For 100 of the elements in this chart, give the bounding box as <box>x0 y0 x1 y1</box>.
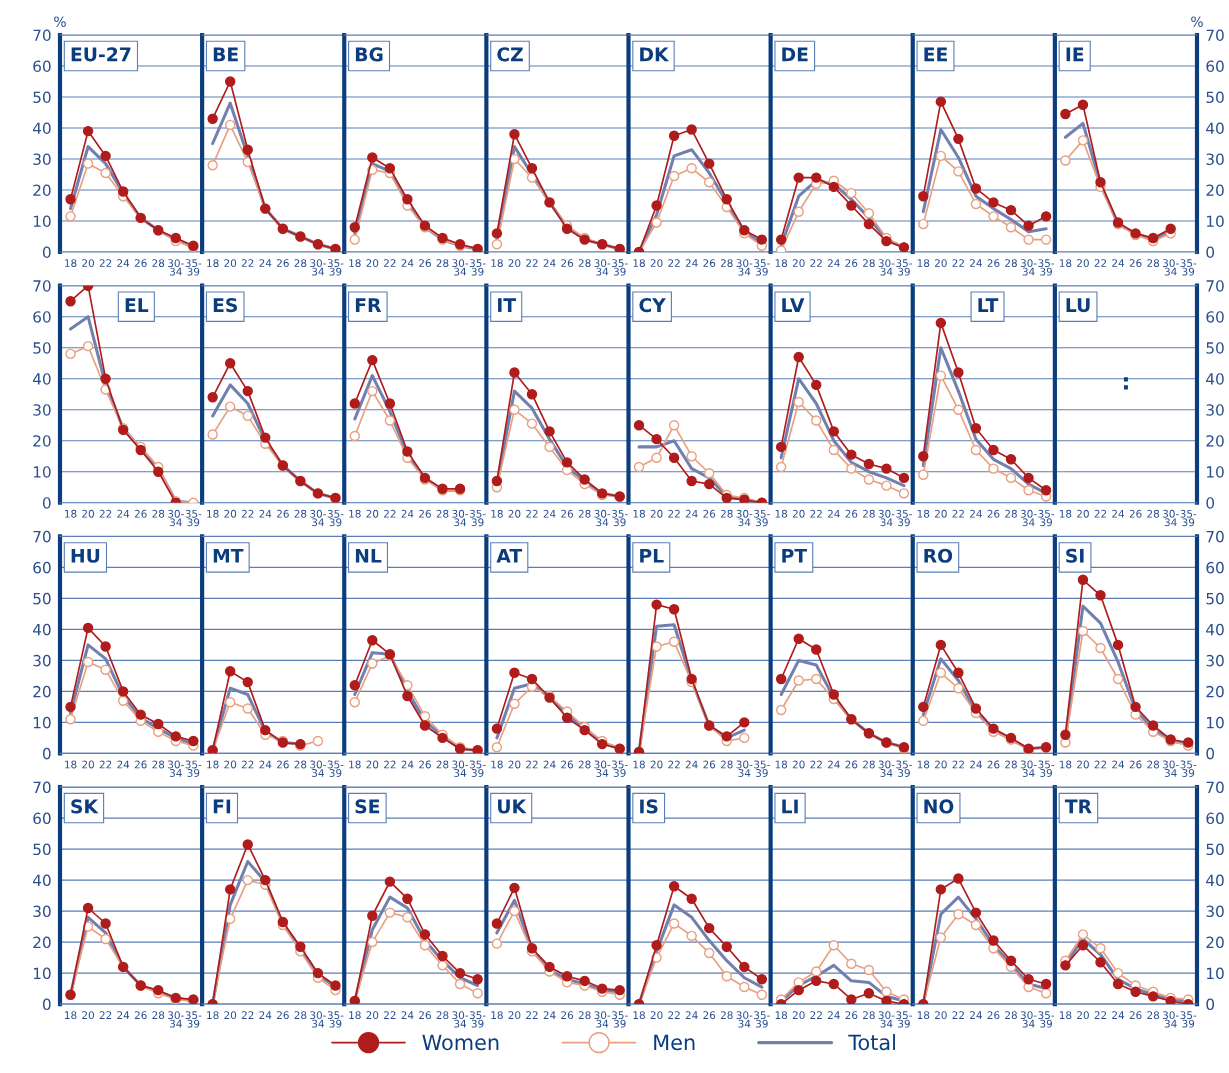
x-tick-label: 28 <box>1005 760 1017 769</box>
x-tick-label: 24 <box>259 259 272 267</box>
x-tick-label: 30- 34 <box>878 760 895 777</box>
y-tick-label: 60 <box>33 311 51 323</box>
x-tick-label: 26 <box>134 760 147 769</box>
x-tick-label: 20 <box>650 760 663 769</box>
y-tick-label: 30 <box>33 404 51 416</box>
x-tick-label: 35- 39 <box>327 259 344 276</box>
x-tick-label: 24 <box>259 760 272 769</box>
text: BE <box>213 47 238 62</box>
x-tick-label: 24 <box>117 760 130 769</box>
x-tick-label: 35- 39 <box>754 259 770 276</box>
x-tick-label: 28 <box>1147 259 1160 268</box>
x-tick-label: 35- 39 <box>469 259 486 276</box>
x-tick-label: 26 <box>419 259 431 268</box>
y-tick-label: 10 <box>33 215 51 228</box>
text: LT <box>978 298 999 312</box>
x-tick-label: 26 <box>561 760 574 769</box>
x-tick-label: 26 <box>276 259 289 268</box>
x-tick-label: 22 <box>952 1011 964 1019</box>
x-tick-label: 28 <box>1147 1011 1160 1020</box>
x-tick-label: 28 <box>720 259 733 268</box>
y-tick-label: 70 <box>33 29 51 42</box>
x-tick-label: 22 <box>99 1011 112 1019</box>
x-tick-label: 22 <box>1094 259 1107 267</box>
text: CZ <box>497 47 523 62</box>
x-tick-label: 26 <box>845 259 858 268</box>
text: FI <box>213 799 231 814</box>
x-tick-label: 35- 39 <box>896 1011 912 1028</box>
x-tick-label: 18 <box>491 1011 503 1020</box>
x-tick-label: 26 <box>1129 760 1142 769</box>
x-tick-label: 28 <box>1147 509 1160 518</box>
x-tick-label: 35- 39 <box>185 1011 202 1028</box>
x-tick-label: 22 <box>668 509 680 518</box>
x-tick-label: 22 <box>810 760 822 769</box>
x-tick-label: 24 <box>117 259 130 267</box>
x-tick-label: 35- 39 <box>612 509 628 527</box>
x-tick-label: 24 <box>970 259 982 267</box>
x-tick-label: 24 <box>401 760 414 769</box>
text: EU-27 <box>71 47 131 62</box>
x-tick-label: 22 <box>384 259 396 267</box>
y-tick-label: 70 <box>1206 530 1224 543</box>
y-axis-title: % <box>1191 16 1203 27</box>
x-tick-label: 22 <box>952 509 964 518</box>
x-tick-label: 28 <box>436 760 449 769</box>
y-tick-label: 40 <box>32 874 51 887</box>
x-tick-label: 18 <box>207 509 219 518</box>
x-tick-label: 20 <box>508 509 521 518</box>
x-tick-label: 22 <box>810 1011 822 1019</box>
x-tick-label: 24 <box>685 259 698 267</box>
text: ES <box>213 297 238 313</box>
y-tick-label: 30 <box>1206 404 1224 416</box>
x-tick-label: 28 <box>863 509 875 518</box>
x-tick-label: 22 <box>526 760 538 769</box>
x-tick-label: 35- 39 <box>612 760 628 777</box>
x-tick-label: 18 <box>65 259 77 268</box>
text: UK <box>498 799 527 814</box>
x-tick-label: 35- 39 <box>327 760 344 777</box>
x-tick-label: 30- 34 <box>594 259 611 276</box>
x-tick-label: 22 <box>99 259 112 267</box>
text: DE <box>782 47 808 62</box>
x-tick-label: 30- 34 <box>452 509 469 527</box>
x-tick-label: 20 <box>508 760 521 769</box>
y-tick-label: 50 <box>33 592 51 605</box>
x-tick-label: 18 <box>633 259 645 268</box>
x-tick-label: 28 <box>863 1011 875 1020</box>
x-tick-label: 35- 39 <box>1038 509 1055 527</box>
x-tick-label: 20 <box>366 509 379 518</box>
x-tick-label: 20 <box>82 509 95 518</box>
y-tick-label: 40 <box>1206 874 1224 887</box>
x-tick-label: 26 <box>561 509 574 518</box>
x-tick-label: 20 <box>224 509 237 518</box>
x-tick-label: 26 <box>134 509 147 518</box>
x-tick-label: 35- 39 <box>612 1011 628 1028</box>
y-axis-title: % <box>54 16 66 27</box>
x-tick-label: 22 <box>952 259 964 267</box>
x-tick-label: 24 <box>543 509 556 518</box>
x-tick-label: 18 <box>349 509 361 518</box>
x-tick-label: 26 <box>561 259 574 268</box>
text: BG <box>355 47 383 62</box>
text: EE <box>924 47 947 62</box>
x-tick-label: 22 <box>1094 1011 1107 1019</box>
x-tick-label: 18 <box>633 760 645 769</box>
x-tick-label: 20 <box>792 1011 805 1020</box>
x-tick-label: 20 <box>82 760 95 769</box>
y-tick-label: 60 <box>1206 311 1224 323</box>
x-tick-label: 26 <box>134 1011 147 1020</box>
x-tick-label: 20 <box>934 509 947 518</box>
x-tick-label: 20 <box>366 760 379 769</box>
x-tick-label: 35- 39 <box>469 760 486 777</box>
x-tick-label: 24 <box>543 259 556 267</box>
x-tick-label: 26 <box>703 509 716 518</box>
x-tick-label: 30- 34 <box>168 259 184 276</box>
x-tick-label: 24 <box>685 1011 698 1019</box>
x-tick-label: 35- 39 <box>469 509 486 527</box>
x-tick-label: 24 <box>970 509 982 518</box>
x-tick-label: 30- 34 <box>594 1011 611 1028</box>
text: HU <box>71 548 100 563</box>
text: SI <box>1066 548 1084 563</box>
x-tick-label: 35- 39 <box>1180 509 1197 527</box>
